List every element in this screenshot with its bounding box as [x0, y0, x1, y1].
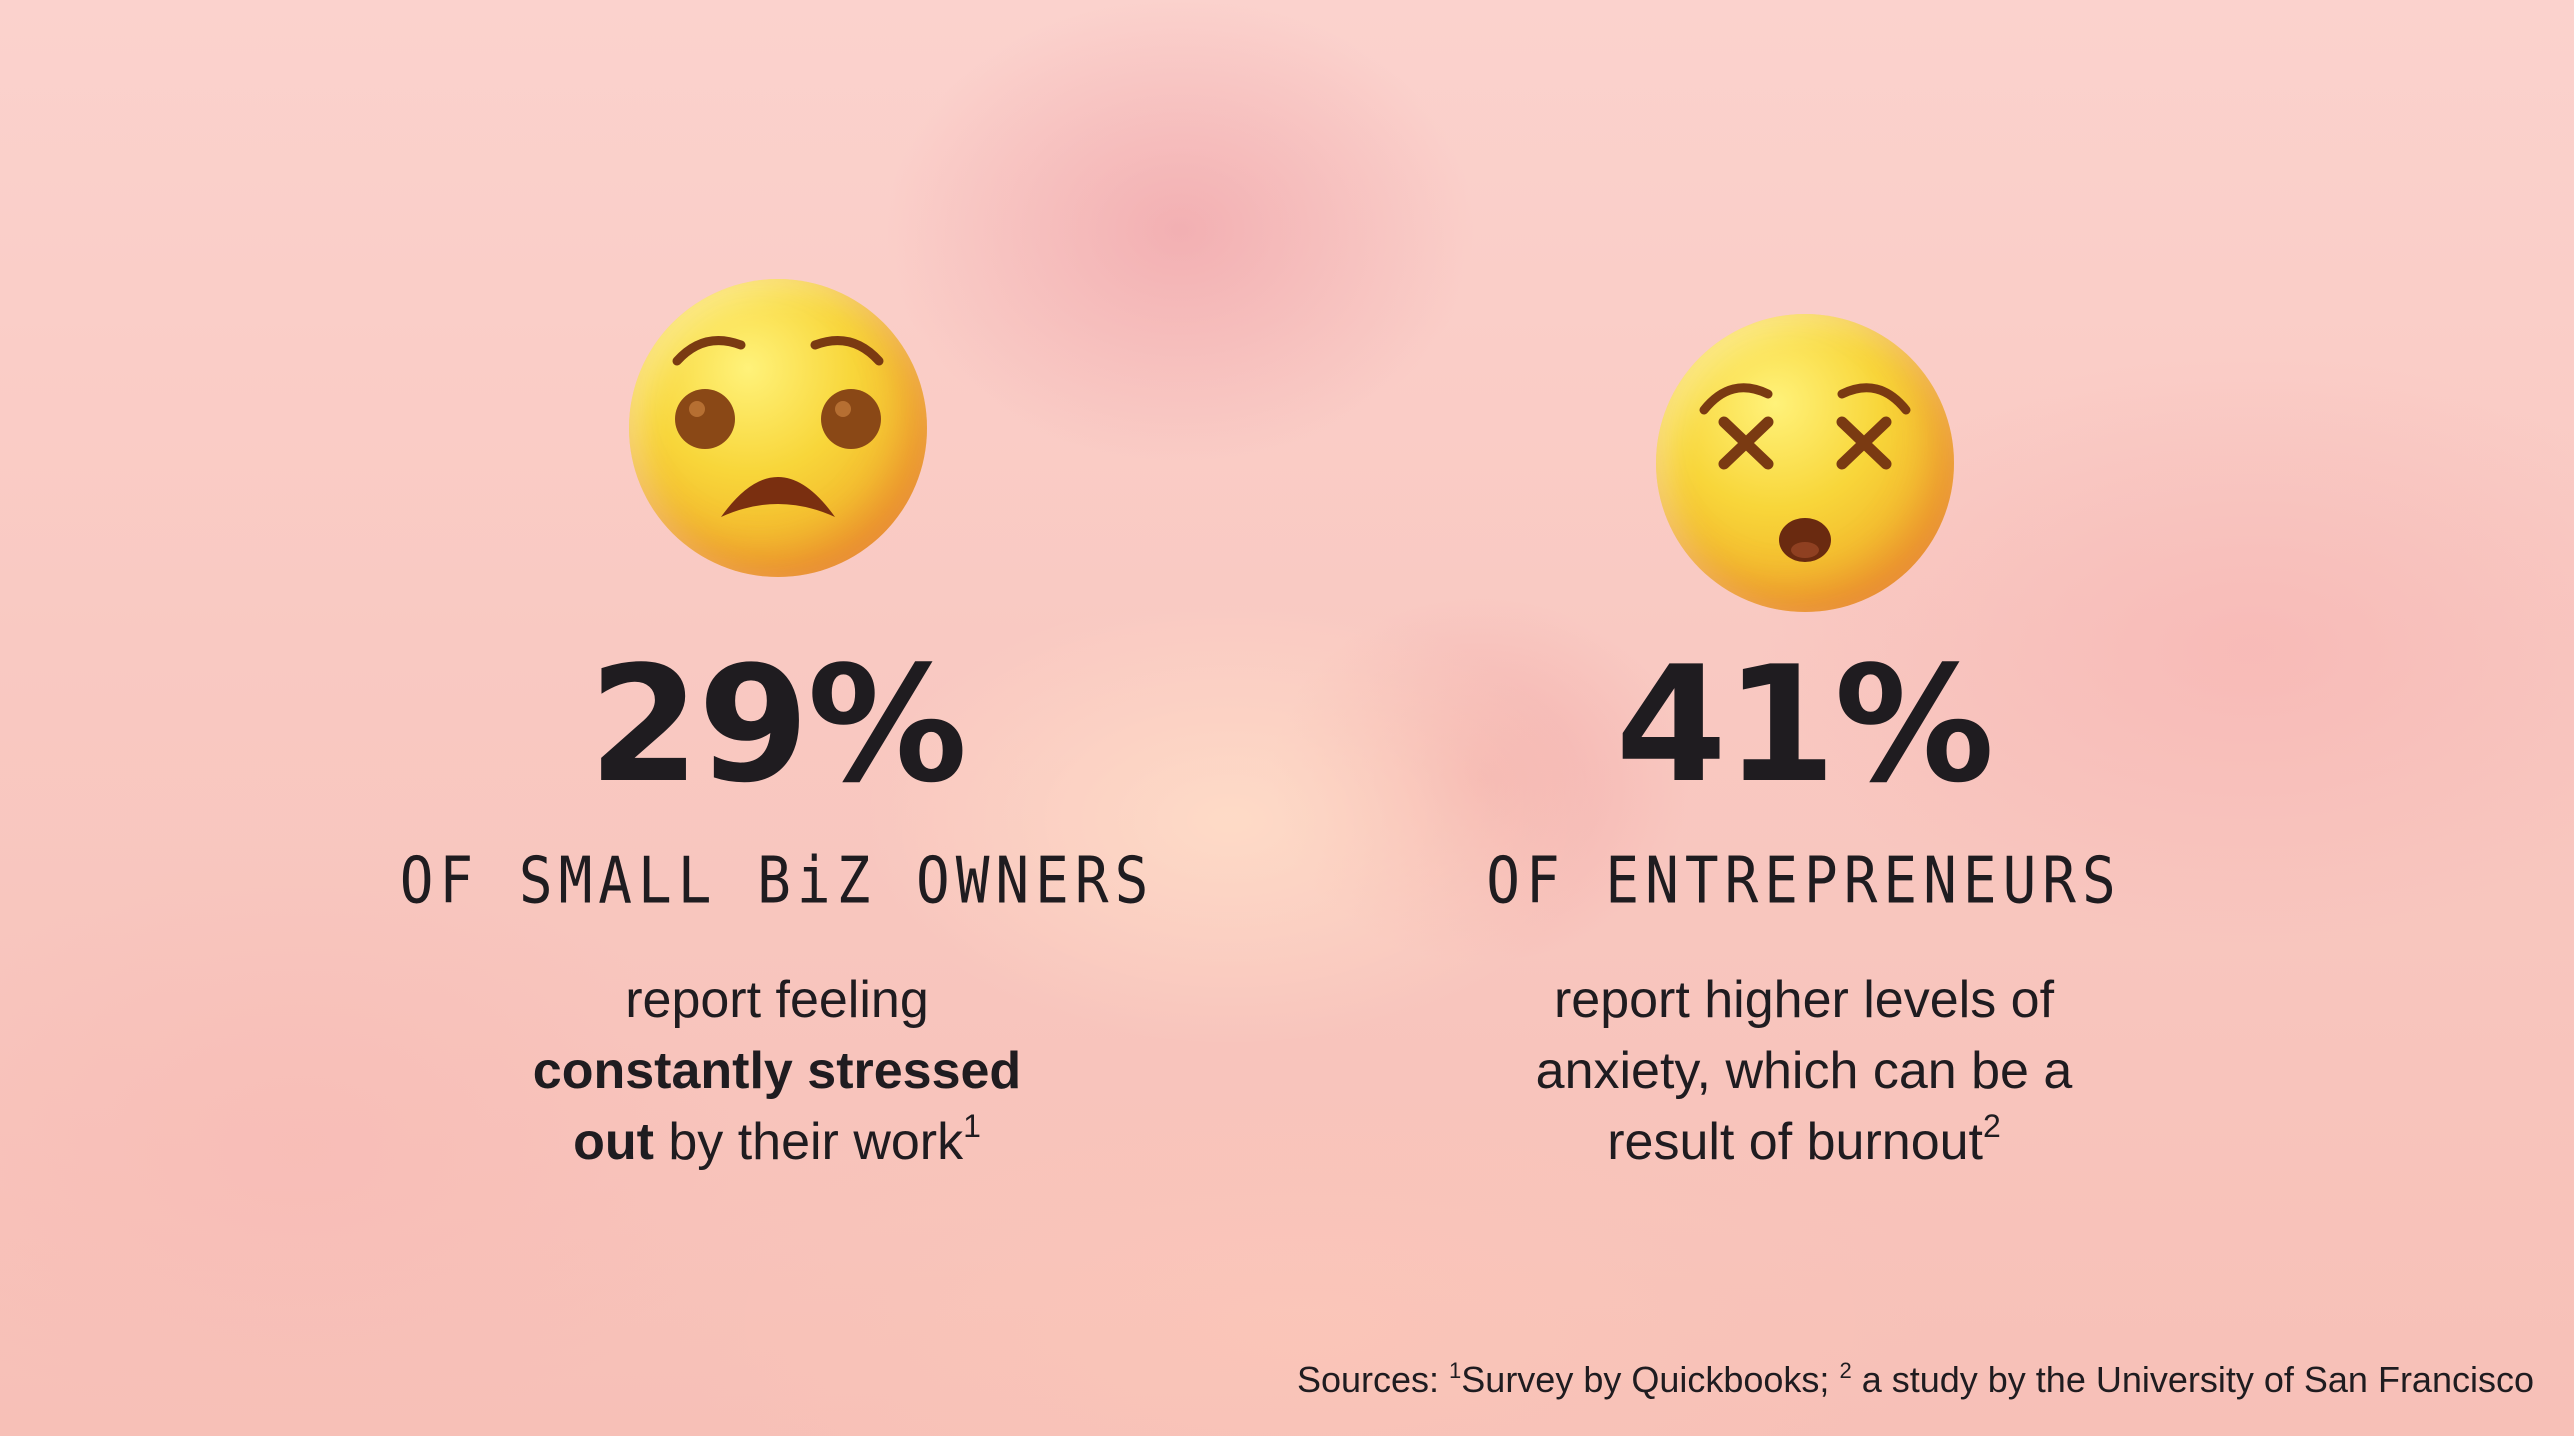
stat-column-entrepreneurs: 41% OF ENTREPRENEURS report higher level… — [1304, 0, 2304, 1300]
sources-footnote: Sources: 1Survey by Quickbooks; 2 a stud… — [1297, 1358, 2534, 1402]
stat-label-small-biz: OF SMALL BiZ OWNERS — [399, 844, 1155, 919]
desc-bold: constantly stressed — [532, 1042, 1022, 1100]
desc-line: anxiety, which can be a — [1535, 1042, 2073, 1100]
stat-label-entrepreneurs: OF ENTREPRENEURS — [1486, 844, 2122, 919]
desc-bold: out — [573, 1113, 654, 1171]
desc-line: by their work — [653, 1113, 964, 1171]
stat-value-41: 41% — [1615, 631, 1995, 818]
source-1: Survey by Quickbooks; — [1461, 1359, 1840, 1400]
stat-description-entrepreneurs: report higher levels of anxiety, which c… — [1304, 965, 2304, 1178]
stat-description-small-biz: report feeling constantly stressed out b… — [277, 965, 1277, 1178]
source-marker-1: 1 — [1449, 1358, 1462, 1383]
footnote-marker: 2 — [1982, 1108, 2001, 1144]
desc-line: report feeling — [625, 971, 929, 1029]
stat-value-29: 29% — [588, 631, 968, 818]
desc-line: result of burnout — [1607, 1113, 1983, 1171]
source-marker-2: 2 — [1839, 1358, 1852, 1383]
source-2: a study by the University of San Francis… — [1851, 1359, 2534, 1400]
dizzy-face-icon — [1656, 314, 1954, 612]
anguished-face-icon — [629, 279, 927, 577]
desc-line: report higher levels of — [1553, 971, 2055, 1029]
footnote-marker: 1 — [963, 1108, 981, 1144]
stat-column-small-biz: 29% OF SMALL BiZ OWNERS report feeling c… — [277, 0, 1277, 1300]
sources-prefix: Sources: — [1296, 1359, 1450, 1400]
